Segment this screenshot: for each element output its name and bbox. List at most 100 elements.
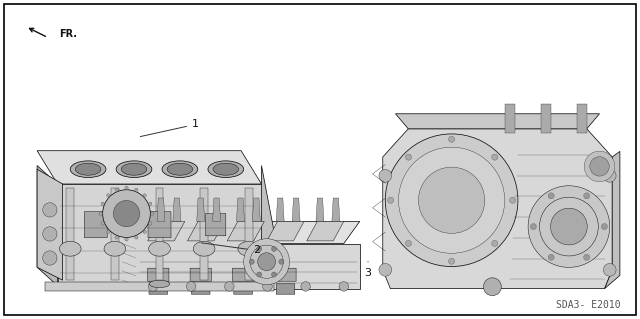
Circle shape bbox=[388, 197, 394, 203]
Ellipse shape bbox=[121, 163, 147, 175]
FancyBboxPatch shape bbox=[205, 214, 226, 236]
FancyBboxPatch shape bbox=[245, 188, 253, 280]
Circle shape bbox=[528, 186, 610, 267]
Circle shape bbox=[99, 212, 102, 215]
Circle shape bbox=[43, 203, 57, 217]
Circle shape bbox=[419, 167, 484, 234]
Circle shape bbox=[548, 193, 554, 199]
Circle shape bbox=[134, 236, 138, 239]
Circle shape bbox=[531, 224, 536, 230]
FancyBboxPatch shape bbox=[234, 284, 252, 294]
Polygon shape bbox=[37, 169, 63, 280]
Circle shape bbox=[148, 222, 152, 225]
Circle shape bbox=[271, 272, 276, 277]
Text: SDA3- E2010: SDA3- E2010 bbox=[556, 300, 621, 310]
Polygon shape bbox=[252, 198, 260, 221]
Circle shape bbox=[148, 202, 152, 205]
Circle shape bbox=[379, 263, 392, 276]
Circle shape bbox=[590, 157, 609, 176]
Circle shape bbox=[492, 154, 498, 160]
Circle shape bbox=[449, 136, 454, 142]
FancyBboxPatch shape bbox=[148, 268, 169, 281]
Text: 1: 1 bbox=[140, 119, 199, 137]
Polygon shape bbox=[396, 114, 600, 129]
FancyBboxPatch shape bbox=[84, 212, 108, 238]
Circle shape bbox=[271, 246, 276, 251]
Polygon shape bbox=[236, 198, 244, 221]
Polygon shape bbox=[188, 221, 225, 241]
Circle shape bbox=[550, 208, 588, 245]
Circle shape bbox=[492, 240, 498, 247]
Text: 3: 3 bbox=[365, 262, 371, 278]
Circle shape bbox=[113, 200, 140, 227]
Polygon shape bbox=[276, 198, 284, 221]
Ellipse shape bbox=[60, 241, 81, 256]
Circle shape bbox=[107, 230, 110, 234]
Circle shape bbox=[115, 188, 118, 191]
Polygon shape bbox=[121, 221, 360, 243]
Circle shape bbox=[186, 282, 196, 291]
Circle shape bbox=[148, 282, 158, 291]
Polygon shape bbox=[45, 282, 275, 291]
Circle shape bbox=[548, 254, 554, 260]
Circle shape bbox=[143, 194, 147, 197]
Polygon shape bbox=[173, 198, 181, 221]
Circle shape bbox=[102, 190, 150, 237]
Circle shape bbox=[101, 202, 104, 205]
Circle shape bbox=[385, 134, 518, 267]
FancyBboxPatch shape bbox=[149, 284, 168, 294]
Circle shape bbox=[101, 222, 104, 225]
Circle shape bbox=[143, 230, 147, 234]
Text: FR.: FR. bbox=[60, 29, 77, 40]
FancyBboxPatch shape bbox=[148, 212, 171, 238]
Polygon shape bbox=[137, 243, 360, 289]
Circle shape bbox=[399, 147, 505, 253]
Polygon shape bbox=[262, 166, 282, 286]
Polygon shape bbox=[383, 129, 612, 289]
FancyBboxPatch shape bbox=[156, 188, 163, 280]
Polygon shape bbox=[148, 221, 185, 241]
Circle shape bbox=[483, 278, 501, 296]
Polygon shape bbox=[332, 198, 340, 221]
Ellipse shape bbox=[149, 280, 170, 288]
Circle shape bbox=[339, 282, 349, 291]
Circle shape bbox=[584, 193, 589, 199]
FancyBboxPatch shape bbox=[275, 268, 296, 281]
Polygon shape bbox=[37, 151, 262, 184]
Ellipse shape bbox=[238, 241, 260, 256]
Polygon shape bbox=[292, 198, 300, 221]
Circle shape bbox=[602, 224, 607, 230]
Polygon shape bbox=[307, 221, 344, 241]
Ellipse shape bbox=[167, 163, 193, 175]
Circle shape bbox=[279, 259, 284, 264]
Circle shape bbox=[125, 238, 128, 241]
Polygon shape bbox=[196, 198, 205, 221]
Polygon shape bbox=[157, 198, 165, 221]
FancyBboxPatch shape bbox=[541, 104, 551, 133]
Ellipse shape bbox=[162, 161, 198, 178]
Circle shape bbox=[584, 151, 615, 182]
Polygon shape bbox=[37, 166, 58, 286]
Ellipse shape bbox=[213, 163, 239, 175]
Circle shape bbox=[540, 197, 598, 256]
Circle shape bbox=[249, 259, 254, 264]
Circle shape bbox=[509, 197, 516, 203]
Circle shape bbox=[107, 194, 110, 197]
Circle shape bbox=[258, 253, 276, 271]
FancyBboxPatch shape bbox=[200, 188, 208, 280]
Ellipse shape bbox=[208, 161, 244, 178]
Polygon shape bbox=[267, 221, 304, 241]
Circle shape bbox=[225, 282, 234, 291]
FancyBboxPatch shape bbox=[232, 268, 253, 281]
Circle shape bbox=[150, 212, 154, 215]
Circle shape bbox=[134, 188, 138, 191]
Circle shape bbox=[449, 258, 454, 264]
Circle shape bbox=[405, 154, 412, 160]
Ellipse shape bbox=[148, 241, 170, 256]
Polygon shape bbox=[58, 184, 262, 286]
FancyBboxPatch shape bbox=[276, 284, 295, 294]
Circle shape bbox=[262, 282, 272, 291]
Circle shape bbox=[604, 263, 616, 276]
FancyBboxPatch shape bbox=[191, 284, 210, 294]
Circle shape bbox=[405, 240, 412, 247]
